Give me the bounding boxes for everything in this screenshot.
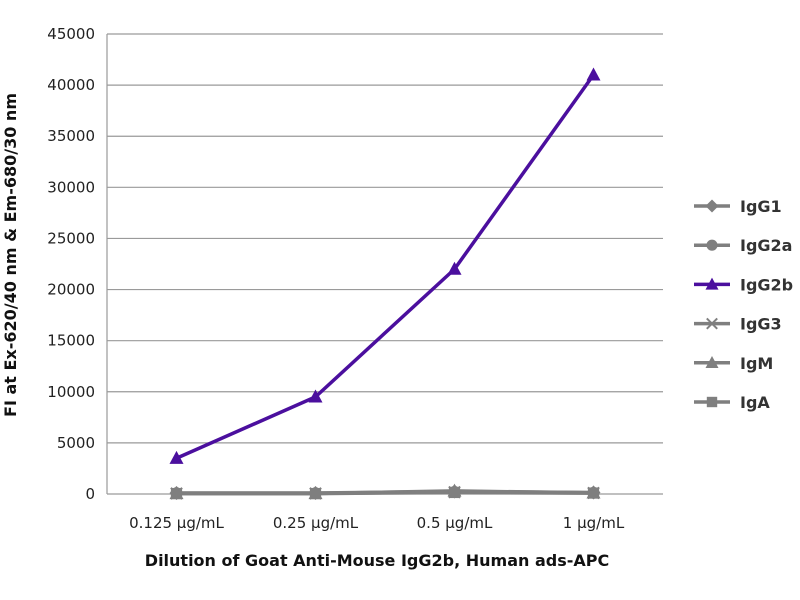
data-point-marker <box>586 67 601 81</box>
series-line <box>174 73 596 460</box>
legend-label: IgG3 <box>740 315 782 334</box>
x-tick-label: 1 µg/mL <box>563 514 625 532</box>
series-igg2b <box>169 67 601 464</box>
data-point-marker <box>448 486 461 499</box>
legend: IgG1 IgG2a IgG2b IgG3 IgM IgA <box>694 197 793 412</box>
data-point-marker <box>447 261 462 275</box>
legend-label: IgG2b <box>740 275 793 294</box>
data-point-marker <box>705 355 719 368</box>
data-point-marker <box>706 239 718 251</box>
legend-item-igg2a: IgG2a <box>694 236 792 255</box>
data-point-marker <box>705 199 719 213</box>
y-tick-label: 10000 <box>47 383 95 401</box>
gridlines <box>106 33 663 495</box>
y-tick-label: 5000 <box>57 434 95 452</box>
legend-label: IgM <box>740 354 773 373</box>
y-axis-title: FI at Ex-620/40 nm & Em-680/30 nm <box>1 93 20 417</box>
legend-item-igg1: IgG1 <box>694 197 782 216</box>
data-point-marker <box>169 450 184 464</box>
y-tick-label: 20000 <box>47 281 95 299</box>
y-tick-label: 15000 <box>47 332 95 350</box>
plot-series <box>169 67 601 500</box>
y-tick-label: 35000 <box>47 127 95 145</box>
data-point-marker <box>706 396 718 408</box>
data-point-marker <box>587 487 600 499</box>
data-point-marker <box>705 277 719 290</box>
y-tick-labels: 0 5000 10000 15000 20000 25000 30000 35000 40000… <box>47 25 95 503</box>
legend-item-igm: IgM <box>694 354 773 373</box>
legend-label: IgG2a <box>740 236 792 255</box>
data-point-marker <box>308 389 323 403</box>
x-tick-labels: 0.125 µg/mL 0.25 µg/mL 0.5 µg/mL 1 µg/mL <box>129 514 625 532</box>
data-point-marker <box>309 487 322 500</box>
y-tick-label: 40000 <box>47 76 95 94</box>
legend-item-igg2b: IgG2b <box>694 275 793 294</box>
series-line <box>174 490 596 496</box>
x-tick-label: 0.125 µg/mL <box>129 514 224 532</box>
y-tick-label: 0 <box>85 485 95 503</box>
y-tick-label: 30000 <box>47 178 95 196</box>
x-tick-label: 0.5 µg/mL <box>417 514 493 532</box>
x-axis-title: Dilution of Goat Anti-Mouse IgG2b, Human… <box>145 551 609 570</box>
legend-item-iga: IgA <box>694 393 770 412</box>
legend-label: IgG1 <box>740 197 782 216</box>
legend-label: IgA <box>740 393 770 412</box>
y-tick-label: 25000 <box>47 229 95 247</box>
x-tick-label: 0.25 µg/mL <box>273 514 359 532</box>
data-point-marker <box>706 317 718 330</box>
y-tick-label: 45000 <box>47 25 95 43</box>
data-point-marker <box>170 487 183 500</box>
series-iga <box>170 486 600 500</box>
legend-item-igg3: IgG3 <box>694 315 782 334</box>
